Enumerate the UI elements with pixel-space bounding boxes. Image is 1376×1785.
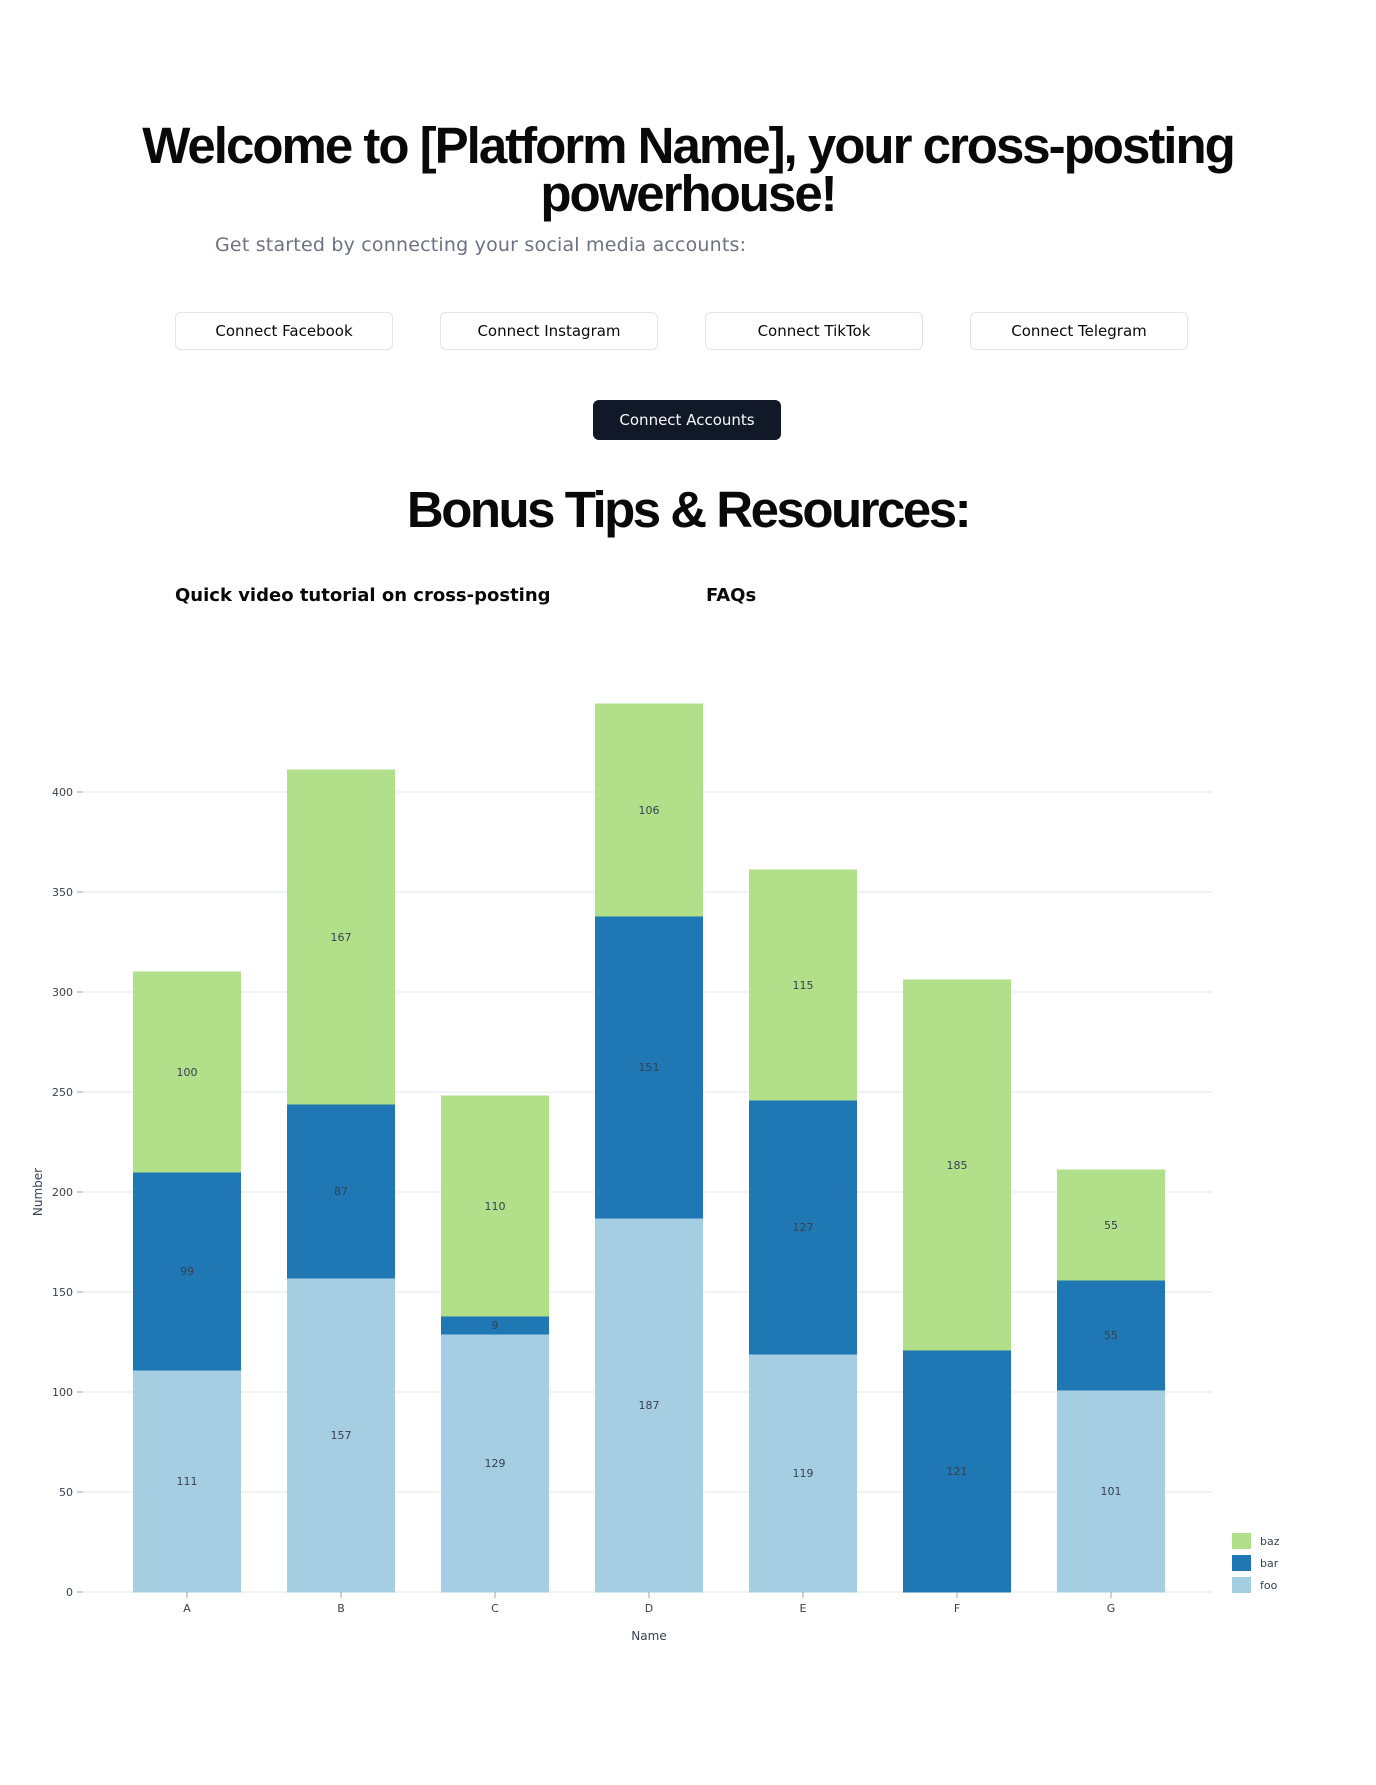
- bar-value-label: 101: [1101, 1485, 1122, 1498]
- bar-value-label: 110: [485, 1200, 506, 1213]
- legend-swatch-bar: [1232, 1555, 1251, 1571]
- bar-value-label: 55: [1104, 1329, 1118, 1342]
- y-tick-label: 200: [52, 1186, 73, 1199]
- bar-value-label: 9: [492, 1319, 499, 1332]
- connect-tiktok-button[interactable]: Connect TikTok: [705, 312, 923, 350]
- bar-segment-foo: [287, 1277, 395, 1593]
- y-tick-label: 100: [52, 1386, 73, 1399]
- resources-title: Bonus Tips & Resources:: [406, 481, 972, 538]
- bar-value-label: 115: [793, 979, 814, 992]
- y-tick-label: 250: [52, 1086, 73, 1099]
- bar-segment-bar: [903, 1349, 1011, 1593]
- bar-segment-baz: [133, 971, 241, 1173]
- x-tick-label: D: [645, 1602, 653, 1615]
- x-tick-label: C: [491, 1602, 499, 1615]
- connect-facebook-button[interactable]: Connect Facebook: [175, 312, 393, 350]
- connect-telegram-button[interactable]: Connect Telegram: [970, 312, 1188, 350]
- x-axis-label: Name: [631, 1629, 666, 1643]
- bar-value-label: 99: [180, 1265, 194, 1278]
- x-tick-label: G: [1107, 1602, 1116, 1615]
- bar-segment-baz: [1057, 1169, 1165, 1281]
- hero-title: Welcome to [Platform Name], your cross-p…: [142, 117, 1236, 222]
- x-tick-label: A: [183, 1602, 191, 1615]
- faqs-link[interactable]: FAQs: [706, 585, 757, 606]
- bar-segment-foo: [749, 1353, 857, 1593]
- legend-label-bar: bar: [1260, 1557, 1279, 1570]
- bar-segment-bar: [595, 915, 703, 1219]
- y-tick-label: 400: [52, 786, 73, 799]
- bar-value-label: 157: [331, 1429, 352, 1442]
- bar-value-label: 100: [177, 1066, 198, 1079]
- bar-value-label: 185: [947, 1159, 968, 1172]
- bar-value-label: 111: [177, 1475, 198, 1488]
- bar-segment-foo: [1057, 1389, 1165, 1593]
- bar-segment-baz: [441, 1095, 549, 1317]
- legend-swatch-foo: [1232, 1577, 1251, 1593]
- bar-value-label: 55: [1104, 1219, 1118, 1232]
- bar-value-label: 151: [639, 1061, 660, 1074]
- x-tick-label: E: [800, 1602, 807, 1615]
- bar-value-label: 187: [639, 1399, 660, 1412]
- connect-accounts-button[interactable]: Connect Accounts: [593, 400, 781, 440]
- bar-segment-foo: [595, 1217, 703, 1593]
- bar-value-label: 119: [793, 1467, 814, 1480]
- x-tick-label: F: [954, 1602, 960, 1615]
- connect-buttons-row: Connect Facebook Connect Instagram Conne…: [175, 312, 1195, 352]
- y-tick-label: 50: [59, 1486, 73, 1499]
- chart-svg: 0 50 100 150 200 250 300 350 400 Number 111 99 100 A 1…: [31, 703, 1280, 1643]
- legend-label-baz: baz: [1260, 1535, 1280, 1548]
- y-tick-label: 300: [52, 986, 73, 999]
- connect-instagram-button[interactable]: Connect Instagram: [440, 312, 658, 350]
- bar-segment-bar: [1057, 1279, 1165, 1391]
- bar-segment-foo: [441, 1333, 549, 1593]
- bar-segment-baz: [749, 869, 857, 1101]
- hero-subtitle: Get started by connecting your social me…: [215, 234, 747, 256]
- bar-segment-baz: [595, 703, 703, 917]
- bar-segment-baz: [287, 769, 395, 1105]
- y-tick-label: 0: [66, 1586, 73, 1599]
- stacked-bar-chart: 0 50 100 150 200 250 300 350 400 Number 111 99 100 A 1…: [0, 680, 1376, 1680]
- legend-label-foo: foo: [1260, 1579, 1278, 1592]
- y-axis-label: Number: [31, 1168, 45, 1216]
- bar-value-label: 129: [485, 1457, 506, 1470]
- video-tutorial-link[interactable]: Quick video tutorial on cross-posting: [175, 585, 551, 606]
- bar-segment-bar: [749, 1099, 857, 1355]
- legend-swatch-baz: [1232, 1533, 1251, 1549]
- bar-segment-baz: [903, 979, 1011, 1351]
- bar-segment-bar: [287, 1103, 395, 1279]
- bar-value-label: 127: [793, 1221, 814, 1234]
- bar-value-label: 167: [331, 931, 352, 944]
- y-tick-label: 150: [52, 1286, 73, 1299]
- bar-value-label: 106: [639, 804, 660, 817]
- bar-value-label: 121: [947, 1465, 968, 1478]
- bar-value-label: 87: [334, 1185, 348, 1198]
- y-tick-label: 350: [52, 886, 73, 899]
- x-tick-label: B: [337, 1602, 345, 1615]
